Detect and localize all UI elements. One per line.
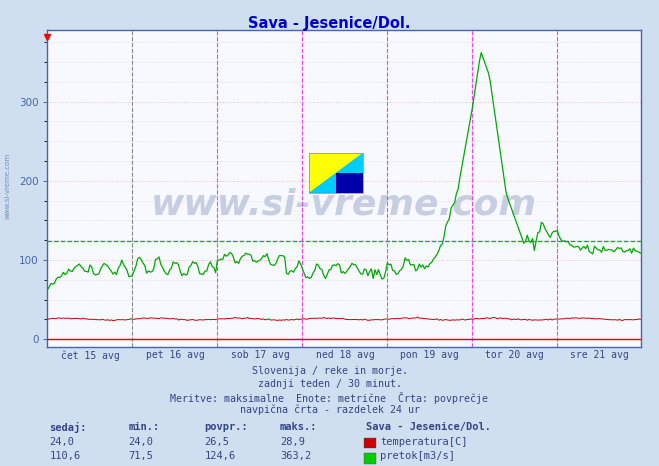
Text: sre 21 avg: sre 21 avg — [571, 350, 629, 360]
Text: 363,2: 363,2 — [280, 451, 311, 461]
Text: maks.:: maks.: — [280, 422, 318, 432]
Bar — [336, 153, 362, 173]
Bar — [310, 173, 336, 193]
Text: navpična črta - razdelek 24 ur: navpična črta - razdelek 24 ur — [239, 405, 420, 416]
Text: pretok[m3/s]: pretok[m3/s] — [380, 451, 455, 461]
Text: Slovenija / reke in morje.: Slovenija / reke in morje. — [252, 366, 407, 376]
Text: pon 19 avg: pon 19 avg — [401, 350, 459, 360]
Text: 124,6: 124,6 — [204, 451, 235, 461]
Text: pet 16 avg: pet 16 avg — [146, 350, 204, 360]
Polygon shape — [310, 153, 362, 193]
Bar — [310, 153, 362, 193]
Text: www.si-vreme.com: www.si-vreme.com — [151, 188, 537, 221]
Polygon shape — [310, 153, 362, 193]
Text: www.si-vreme.com: www.si-vreme.com — [5, 153, 11, 219]
Text: čet 15 avg: čet 15 avg — [61, 350, 119, 361]
Text: tor 20 avg: tor 20 avg — [486, 350, 544, 360]
Bar — [336, 173, 362, 193]
Text: 26,5: 26,5 — [204, 437, 229, 447]
Bar — [310, 153, 336, 173]
Text: 24,0: 24,0 — [129, 437, 154, 447]
Text: povpr.:: povpr.: — [204, 422, 248, 432]
Text: ned 18 avg: ned 18 avg — [316, 350, 374, 360]
Text: min.:: min.: — [129, 422, 159, 432]
Text: Sava - Jesenice/Dol.: Sava - Jesenice/Dol. — [248, 16, 411, 31]
Text: 24,0: 24,0 — [49, 437, 74, 447]
Text: 110,6: 110,6 — [49, 451, 80, 461]
Text: temperatura[C]: temperatura[C] — [380, 437, 468, 447]
Text: Sava - Jesenice/Dol.: Sava - Jesenice/Dol. — [366, 422, 491, 432]
Text: sob 17 avg: sob 17 avg — [231, 350, 289, 360]
Bar — [336, 173, 362, 193]
Text: 28,9: 28,9 — [280, 437, 305, 447]
Text: 71,5: 71,5 — [129, 451, 154, 461]
Text: zadnji teden / 30 minut.: zadnji teden / 30 minut. — [258, 379, 401, 389]
Text: Meritve: maksimalne  Enote: metrične  Črta: povprečje: Meritve: maksimalne Enote: metrične Črta… — [171, 392, 488, 404]
Text: sedaj:: sedaj: — [49, 422, 87, 433]
